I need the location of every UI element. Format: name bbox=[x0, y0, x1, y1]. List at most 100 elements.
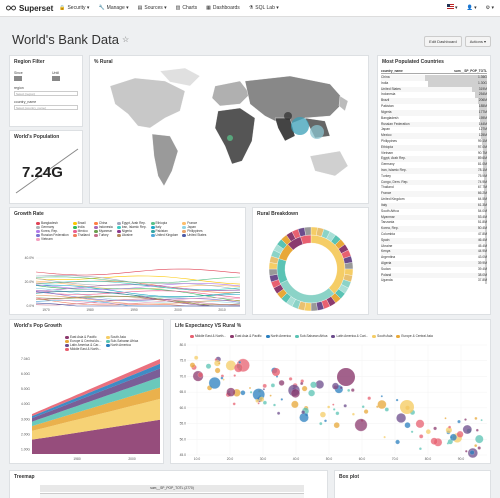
bubble-point[interactable] bbox=[430, 437, 438, 445]
series-line[interactable] bbox=[35, 284, 241, 297]
legend-item[interactable]: South Asia bbox=[372, 334, 392, 338]
legend-item[interactable]: East Asia & Pacific bbox=[230, 334, 262, 338]
bubble-point[interactable] bbox=[319, 411, 326, 418]
series-line[interactable] bbox=[35, 280, 241, 290]
bubble-point[interactable] bbox=[395, 439, 400, 445]
bubble-point[interactable] bbox=[220, 376, 224, 380]
bubble-point[interactable] bbox=[474, 416, 478, 420]
legend-item[interactable]: Iran, Islamic Rep. bbox=[116, 225, 147, 229]
nav-sources[interactable]: ▤ Sources ▾ bbox=[137, 5, 167, 11]
bubble-point[interactable] bbox=[332, 408, 336, 411]
legend-item[interactable]: Bangladesh bbox=[36, 221, 69, 225]
map-bubble[interactable] bbox=[291, 117, 309, 135]
legend-item[interactable]: China bbox=[93, 221, 113, 225]
bubble-point[interactable] bbox=[240, 390, 246, 396]
area-series[interactable] bbox=[32, 359, 160, 417]
bubble-point[interactable] bbox=[324, 419, 327, 423]
country-shape[interactable] bbox=[151, 133, 179, 187]
country-shape[interactable] bbox=[214, 107, 256, 165]
sunburst-outer-arc[interactable] bbox=[344, 262, 354, 270]
legend-item[interactable]: Germany bbox=[36, 225, 69, 229]
bubble-point[interactable] bbox=[301, 385, 308, 392]
nav-dashboards[interactable]: ▦ Dashboards bbox=[206, 5, 240, 11]
bubble-point[interactable] bbox=[262, 383, 267, 389]
bubble-point[interactable] bbox=[475, 434, 484, 444]
bubble-point[interactable] bbox=[462, 424, 472, 435]
bubble-point[interactable] bbox=[448, 425, 452, 429]
bubble-point[interactable] bbox=[257, 402, 260, 405]
bubble-point[interactable] bbox=[272, 368, 280, 376]
bubble-point[interactable] bbox=[273, 403, 276, 407]
bubble-point[interactable] bbox=[477, 446, 481, 450]
legend-item[interactable]: North America bbox=[265, 334, 291, 338]
series-line[interactable] bbox=[35, 283, 241, 290]
bubble-point[interactable] bbox=[425, 429, 431, 435]
series-line[interactable] bbox=[35, 295, 240, 307]
until-field[interactable] bbox=[52, 76, 60, 81]
bubble-point[interactable] bbox=[276, 411, 281, 415]
growth-rate-chart[interactable]: 40.0% 20.0% 0.0% 1970 1980 1990 2000 2010 bbox=[10, 254, 247, 314]
area-series[interactable] bbox=[32, 387, 160, 431]
bubble-point[interactable] bbox=[480, 418, 483, 422]
bubble-point[interactable] bbox=[464, 418, 467, 421]
bubble-point[interactable] bbox=[255, 398, 260, 403]
treemap-header[interactable]: sum__SP_POP_TOTL (2770) bbox=[40, 485, 304, 492]
bubble-point[interactable] bbox=[351, 412, 355, 416]
bubble-point[interactable] bbox=[449, 433, 457, 441]
column-header-value[interactable]: sum__SP_POP_TOTL bbox=[454, 69, 487, 73]
bubble-point[interactable] bbox=[377, 399, 387, 409]
legend-item[interactable]: India bbox=[72, 225, 90, 229]
legend-item[interactable]: Middle East & North... bbox=[65, 347, 102, 351]
bubble-point[interactable] bbox=[335, 411, 340, 416]
bubble-point[interactable] bbox=[361, 405, 365, 409]
bubble-point[interactable] bbox=[404, 422, 411, 429]
area-series[interactable] bbox=[32, 419, 160, 454]
bubble-point[interactable] bbox=[291, 400, 299, 409]
country-shape[interactable] bbox=[244, 75, 346, 127]
series-line[interactable] bbox=[35, 297, 241, 305]
actions-button[interactable]: Actions ▾ bbox=[464, 36, 491, 47]
legend-item[interactable]: Ethiopia bbox=[150, 221, 179, 225]
area-series[interactable] bbox=[32, 363, 160, 419]
legend-item[interactable]: United Kingdom bbox=[150, 233, 178, 237]
bubble-point[interactable] bbox=[262, 388, 266, 391]
bubble-point[interactable] bbox=[194, 355, 199, 360]
bubble-point[interactable] bbox=[327, 405, 331, 409]
legend-item[interactable]: East Asia & Pacific bbox=[65, 335, 102, 339]
bubble-point[interactable] bbox=[308, 389, 316, 397]
treemap-body[interactable] bbox=[40, 493, 304, 498]
legend-item[interactable]: Thailand bbox=[72, 233, 90, 237]
legend-item[interactable]: Korea, Rep. bbox=[36, 229, 69, 233]
legend-item[interactable]: Vietnam bbox=[36, 237, 69, 241]
legend-item[interactable]: Middle East & North... bbox=[190, 334, 226, 338]
bubble-point[interactable] bbox=[333, 422, 340, 429]
bubble-point[interactable] bbox=[474, 444, 478, 448]
bubble-point[interactable] bbox=[238, 360, 242, 364]
bubble-point[interactable] bbox=[226, 387, 236, 397]
country-select[interactable]: Select [country_name] bbox=[14, 105, 78, 110]
bubble-point[interactable] bbox=[222, 378, 225, 381]
bubble-point[interactable] bbox=[214, 360, 221, 367]
bubble-point[interactable] bbox=[249, 390, 253, 394]
bubble-point[interactable] bbox=[415, 419, 425, 429]
sunburst-outer-arc[interactable] bbox=[304, 226, 312, 236]
bubble-point[interactable] bbox=[270, 383, 276, 388]
bubble-point[interactable] bbox=[232, 402, 236, 406]
legend-item[interactable]: Brazil bbox=[72, 221, 90, 225]
bubble-point[interactable] bbox=[299, 412, 309, 423]
nav-security[interactable]: 🔒 Security ▾ bbox=[59, 5, 90, 11]
area-series[interactable] bbox=[32, 377, 160, 427]
area-chart[interactable]: 7.04G 6.00G 5.00G 4.00G 3.00G 2.00G 1.00G 1980 2… bbox=[10, 354, 165, 464]
series-line[interactable] bbox=[35, 295, 241, 305]
country-shape[interactable] bbox=[309, 150, 349, 177]
bubble-point[interactable] bbox=[300, 381, 304, 386]
area-series[interactable] bbox=[32, 368, 160, 422]
country-shape[interactable] bbox=[338, 95, 349, 112]
legend-item[interactable]: Philippines bbox=[182, 229, 206, 233]
user-icon[interactable]: 👤 ▾ bbox=[466, 4, 477, 11]
legend-item[interactable]: Europe & Central As... bbox=[65, 339, 102, 343]
bubble-point[interactable] bbox=[464, 450, 468, 453]
bubble-point[interactable] bbox=[444, 417, 447, 420]
bubble-point[interactable] bbox=[469, 450, 475, 455]
legend-item[interactable]: France bbox=[182, 221, 206, 225]
